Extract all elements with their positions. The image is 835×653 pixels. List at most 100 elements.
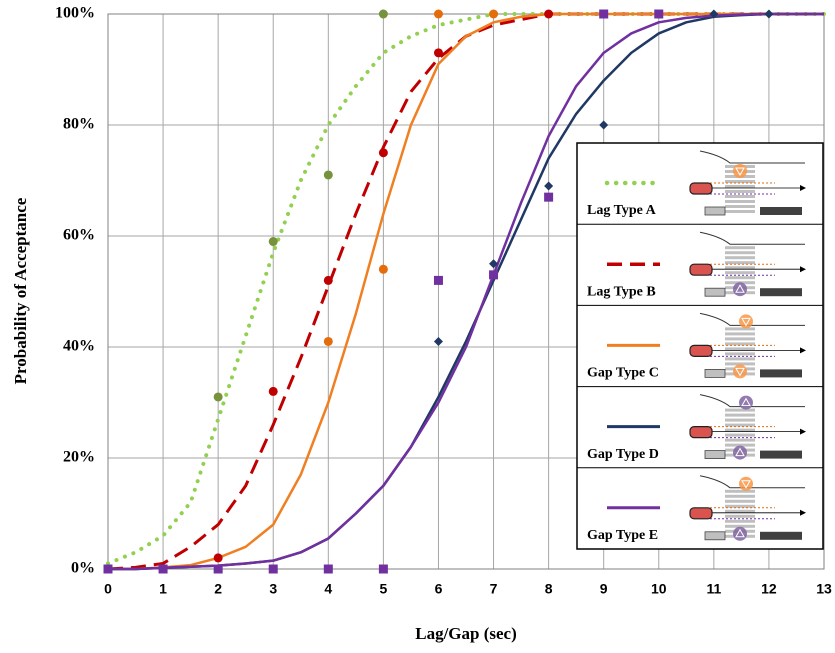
x-tick-label: 7 (490, 581, 498, 597)
y-tick-label: 0% (71, 560, 95, 577)
x-tick-label: 9 (600, 581, 608, 597)
icon-pedestrian-dir (735, 447, 745, 457)
icon-crosswalk (725, 256, 755, 260)
icon-curb (699, 150, 805, 164)
data-point (378, 148, 388, 158)
icon-crosswalk (725, 332, 755, 336)
data-point (323, 275, 333, 285)
icon-crosswalk (725, 246, 755, 250)
x-tick-label: 5 (379, 581, 387, 597)
icon-curb (699, 312, 805, 326)
data-point (268, 237, 278, 247)
legend-label: Gap Type E (587, 528, 658, 543)
data-point (489, 9, 499, 19)
icon-crosswalk (725, 438, 755, 442)
icon-crosswalk (725, 200, 755, 203)
legend: Lag Type A Lag Type B Gap Type C Gap Type D… (576, 142, 824, 550)
icon-crosswalk (725, 261, 755, 265)
x-tick-label: 8 (545, 581, 553, 597)
icon-crosswalk (725, 337, 755, 341)
plot-border (107, 13, 825, 570)
x-tick-label: 12 (761, 581, 777, 597)
y-tick-label: 100% (55, 5, 95, 22)
data-point (158, 564, 168, 574)
icon-median (704, 287, 726, 297)
icon-crosswalk (725, 413, 755, 417)
icon-crosswalk (725, 185, 755, 188)
y-tick-label: 60% (63, 227, 95, 244)
x-tick-label: 3 (269, 581, 277, 597)
icon-crosswalk (725, 519, 755, 523)
data-point (378, 564, 388, 574)
x-tick-label: 2 (214, 581, 222, 597)
icon-arrow (800, 347, 806, 354)
x-tick-label: 13 (816, 581, 832, 597)
y-tick-label: 20% (63, 449, 95, 466)
y-axis-title: Probability of Acceptance (11, 197, 30, 384)
icon-crosswalk (725, 489, 755, 493)
icon-arrow (800, 509, 806, 516)
icon-crosswalk (725, 180, 755, 183)
fit-curve (108, 12, 824, 571)
y-tick-label: 80% (63, 116, 95, 133)
icon-crosswalk (725, 362, 755, 366)
data-point (599, 120, 609, 130)
data-point (433, 9, 443, 19)
data-point (544, 192, 554, 202)
icon-arrow (800, 266, 806, 273)
icon-crosswalk (725, 509, 755, 513)
data-point (544, 181, 554, 191)
icon-crosswalk (725, 418, 755, 422)
data-point (323, 564, 333, 574)
icon-curb (699, 475, 805, 489)
data-point (433, 275, 443, 285)
fit-curve (108, 12, 824, 571)
data-point (544, 9, 554, 19)
icon-arrow (800, 428, 806, 435)
data-point (103, 564, 113, 574)
icon-curb (699, 394, 805, 408)
x-tick-label: 6 (435, 581, 443, 597)
curves (106, 12, 826, 571)
legend-label: Lag Type B (587, 284, 656, 299)
data-point (268, 564, 278, 574)
icon-crosswalk (725, 251, 755, 255)
data-point (213, 392, 223, 402)
data-point (378, 264, 388, 274)
icon-crosswalk (725, 494, 755, 498)
icon-pedestrian-dir (741, 317, 751, 327)
y-tick-label: 40% (63, 338, 95, 355)
icon-median (760, 207, 802, 215)
icon-crosswalk (725, 327, 755, 331)
legend-label: Gap Type D (587, 447, 659, 462)
data-point (654, 9, 664, 19)
legend-label: Gap Type C (587, 366, 659, 381)
icon-crosswalk (725, 347, 755, 351)
icon-crosswalk (725, 443, 755, 447)
x-tick-label: 1 (159, 581, 167, 597)
icon-crosswalk (725, 514, 755, 518)
icon-median (760, 450, 802, 459)
x-axis-title: Lag/Gap (sec) (415, 624, 517, 643)
icon-crosswalk (725, 190, 755, 193)
icon-crosswalk (725, 195, 755, 198)
icon-car (689, 344, 713, 357)
icon-crosswalk (725, 408, 755, 412)
data-point (764, 9, 774, 19)
data-point (599, 9, 609, 19)
data-point (709, 9, 719, 19)
icon-crosswalk (725, 352, 755, 356)
icon-median (760, 369, 802, 378)
icon-crosswalk (725, 205, 755, 208)
icon-crosswalk (725, 504, 755, 508)
icon-median (704, 450, 726, 460)
icon-crosswalk (725, 423, 755, 427)
icon-pedestrian-dir (735, 528, 745, 538)
data-point (213, 553, 223, 563)
x-tick-label: 11 (706, 581, 721, 597)
data-point (489, 270, 499, 280)
icon-median (704, 368, 726, 378)
points (103, 9, 774, 574)
icon-curb (699, 231, 805, 245)
